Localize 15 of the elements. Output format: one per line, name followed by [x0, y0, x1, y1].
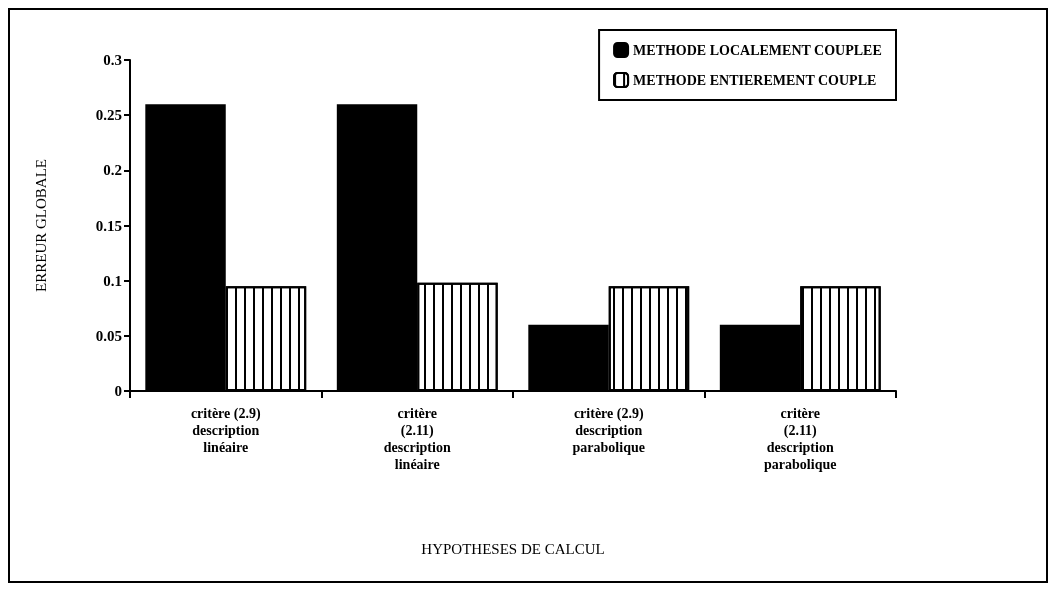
x-tick-label: critère (2.9) description linéaire: [190, 406, 261, 455]
x-axis-title: HYPOTHESES DE CALCUL: [421, 540, 605, 557]
y-tick-label: 0: [114, 383, 122, 399]
x-tick-label: critère (2.11) description linéaire: [383, 406, 451, 472]
y-tick-label: 0.25: [95, 107, 122, 124]
legend-label: METHODE ENTIEREMENT COUPLE: [633, 72, 877, 88]
x-tick-label: critère (2.11) description parabolique: [764, 406, 837, 472]
y-axis-title: ERREUR GLOBALE: [32, 159, 49, 292]
legend-label: METHODE LOCALEMENT COUPLEE: [633, 42, 882, 58]
y-tick-label: 0.3: [103, 52, 122, 68]
y-tick-label: 0.05: [95, 327, 122, 344]
y-tick-label: 0.2: [103, 162, 122, 179]
x-tick-label: critère (2.9) description parabolique: [572, 406, 645, 455]
y-tick-label: 0.15: [95, 217, 122, 234]
y-tick-label: 0.1: [103, 272, 122, 289]
